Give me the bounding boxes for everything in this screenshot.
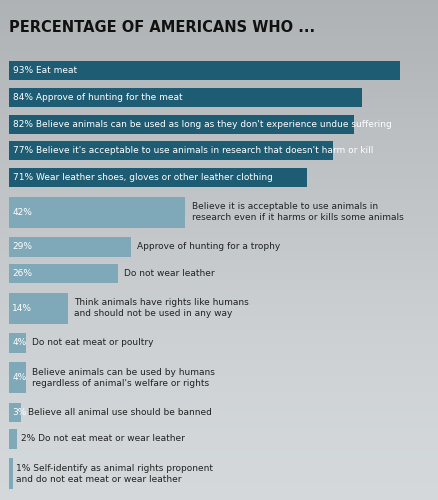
Text: 2% Do not eat meat or wear leather: 2% Do not eat meat or wear leather (21, 434, 184, 444)
Text: Believe animals can be used by humans
regardless of animal's welfare or rights: Believe animals can be used by humans re… (32, 368, 215, 388)
Bar (9, 197, 185, 228)
Text: PERCENTAGE OF AMERICANS WHO ...: PERCENTAGE OF AMERICANS WHO ... (9, 20, 315, 35)
Text: 1% Self-identify as animal rights proponent
and do not eat meat or wear leather: 1% Self-identify as animal rights propon… (16, 464, 213, 483)
Bar (9, 334, 25, 352)
Text: Approve of hunting for a trophy: Approve of hunting for a trophy (137, 242, 280, 252)
Bar (9, 458, 13, 489)
Text: 42%: 42% (12, 208, 32, 216)
Bar (9, 293, 67, 324)
Text: 4%: 4% (12, 373, 26, 382)
Text: 77% Believe it's acceptable to use animals in research that doesn't harm or kill: 77% Believe it's acceptable to use anima… (13, 146, 373, 156)
Bar (9, 168, 307, 187)
Text: Believe all animal use should be banned: Believe all animal use should be banned (28, 408, 212, 417)
Bar (9, 264, 118, 283)
Bar (9, 430, 17, 448)
Bar (9, 88, 362, 107)
Text: 84% Approve of hunting for the meat: 84% Approve of hunting for the meat (13, 93, 183, 102)
Text: 82% Believe animals can be used as long as they don't experience undue suffering: 82% Believe animals can be used as long … (13, 120, 392, 128)
Text: 71% Wear leather shoes, gloves or other leather clothing: 71% Wear leather shoes, gloves or other … (13, 173, 273, 182)
Text: Do not eat meat or poultry: Do not eat meat or poultry (32, 338, 153, 347)
Bar (9, 238, 131, 256)
Text: 4%: 4% (12, 338, 26, 347)
Bar (9, 61, 400, 80)
Bar (9, 362, 25, 393)
Bar (9, 402, 21, 422)
Text: Think animals have rights like humans
and should not be used in any way: Think animals have rights like humans an… (74, 298, 249, 318)
Text: 26%: 26% (12, 269, 32, 278)
Text: Do not wear leather: Do not wear leather (124, 269, 215, 278)
Text: 3%: 3% (12, 408, 26, 417)
Text: 14%: 14% (12, 304, 32, 313)
Text: 93% Eat meat: 93% Eat meat (13, 66, 77, 76)
Text: 29%: 29% (12, 242, 32, 252)
Text: Believe it is acceptable to use animals in
research even if it harms or kills so: Believe it is acceptable to use animals … (192, 202, 403, 222)
Bar (9, 142, 332, 161)
Bar (9, 114, 353, 134)
